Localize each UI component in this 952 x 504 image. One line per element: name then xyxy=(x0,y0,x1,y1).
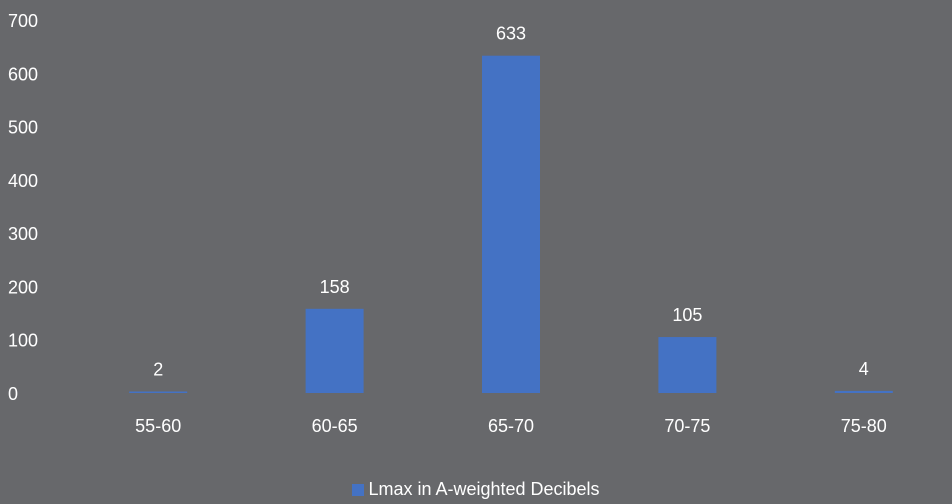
y-tick-label: 0 xyxy=(8,384,18,404)
data-label: 2 xyxy=(153,360,163,380)
y-tick-label: 300 xyxy=(8,224,38,244)
y-tick-label: 100 xyxy=(8,331,38,351)
bar-75-80 xyxy=(834,390,893,393)
bars xyxy=(129,55,893,394)
legend: Lmax in A-weighted Decibels xyxy=(0,478,952,500)
bar-60-65 xyxy=(305,308,364,393)
data-label: 633 xyxy=(496,24,526,44)
data-label: 4 xyxy=(859,359,869,379)
x-tick-label: 70-75 xyxy=(664,416,710,436)
data-label: 158 xyxy=(320,277,350,297)
data-label: 105 xyxy=(672,305,702,325)
x-tick-label: 75-80 xyxy=(841,416,887,436)
bar-chart: 0 100 200 300 400 500 600 700 2 158 633 105 4 55-60… xyxy=(8,11,893,436)
y-tick-label: 400 xyxy=(8,171,38,191)
bar-55-60 xyxy=(129,391,188,393)
x-tick-label: 60-65 xyxy=(312,416,358,436)
x-tick-label: 55-60 xyxy=(135,416,181,436)
data-labels: 2 158 633 105 4 xyxy=(153,24,869,380)
y-axis-ticks: 0 100 200 300 400 500 600 700 xyxy=(8,11,38,404)
bar-65-70 xyxy=(482,55,540,394)
bar-70-75 xyxy=(658,337,717,393)
x-tick-label: 65-70 xyxy=(488,416,534,436)
legend-label: Lmax in A-weighted Decibels xyxy=(368,479,600,499)
x-axis-ticks: 55-60 60-65 65-70 70-75 75-80 xyxy=(135,416,887,436)
legend-swatch xyxy=(352,484,365,496)
y-tick-label: 700 xyxy=(8,11,38,31)
y-tick-label: 500 xyxy=(8,118,38,138)
y-tick-label: 600 xyxy=(8,64,38,84)
y-tick-label: 200 xyxy=(8,277,38,297)
